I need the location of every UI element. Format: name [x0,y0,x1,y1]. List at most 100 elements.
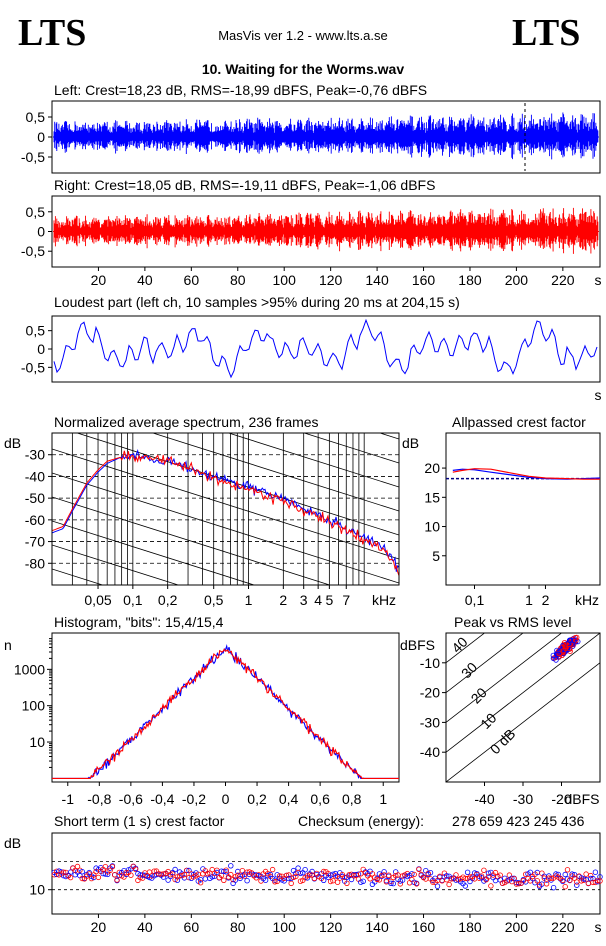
x-tick-label: 120 [319,272,343,288]
x-tick-label: -30 [513,791,533,807]
y-tick-label: 10 [29,882,45,898]
x-tick-label: 20 [91,919,107,935]
shortterm-point [478,873,485,879]
shortterm-point [202,876,208,882]
shortterm-point [183,867,190,874]
x-tick-label: 120 [319,919,343,935]
right-y-ticks: 0,5 0 -0,5 [21,204,52,259]
shortterm-point [444,873,450,879]
spectrum-slope [52,448,399,560]
x-tick-label: -0,4 [150,791,174,807]
shortterm-point [253,872,259,878]
shortterm-title: Short term (1 s) crest factor [54,813,225,829]
x-tick-label: 1 [379,791,387,807]
shortterm-point [462,875,468,882]
shortterm-x-ticks: 20 40 60 80 100 120 140 160 180 200 220 s [91,914,602,935]
panel-left-waveform: Left: Crest=18,23 dB, RMS=-18,99 dBFS, P… [21,82,601,174]
y-tick-label: 5 [432,548,440,564]
shortterm-point [297,870,304,877]
x-tick-label: 2 [279,592,287,608]
y-tick-label: -10 [420,655,440,671]
shortterm-point [95,874,102,881]
shortterm-point [79,869,85,875]
y-tick-label: 1000 [14,661,45,677]
shortterm-point [427,870,434,876]
peakrms-points [550,634,581,663]
spectrum-slope [303,433,399,464]
allpassed-ylabel: dB [402,435,419,451]
shortterm-point [109,864,116,870]
shortterm-point [149,873,155,879]
histogram-x-ticks: -1 -0,8 -0,6 -0,4 -0,2 0 0,2 0,4 0,6 0,8 1 [62,782,387,807]
peakrms-diagonal-label: 0 dB [487,726,519,758]
shortterm-point [499,880,506,886]
y-tick-label: -30 [25,447,45,463]
peakrms-ylabel: dBFS [400,637,435,653]
x-tick-label: 0,2 [247,791,267,807]
allpassed-line-left [452,468,601,480]
peakrms-point [571,637,577,644]
shortterm-point [114,877,120,883]
shortterm-point [488,883,494,889]
histogram-line-left [52,643,399,780]
shortterm-point [232,877,239,883]
y-tick-label: -0,5 [21,359,45,375]
panel-loudest-part: Loudest part (left ch, 10 samples >95% d… [21,294,602,403]
shortterm-point [453,872,459,878]
shortterm-point [534,878,540,884]
y-tick-label: -40 [25,468,45,484]
y-tick-label: 10 [29,734,45,750]
shortterm-point [223,869,229,875]
shortterm-point [497,872,503,878]
shortterm-point [564,867,571,873]
shortterm-point [204,871,211,877]
x-tick-label: 1 [245,592,253,608]
spectrum-series [52,448,399,576]
panel-allpassed-crest: Allpassed crest factor dB 20 15 10 5 0,1 1 2 k… [402,414,601,608]
waveform-path [53,207,599,254]
shortterm-point [309,868,315,875]
histogram-series [52,643,399,780]
shortterm-point [562,884,568,890]
peakrms-y-ticks: -10 -20 -30 -40 [420,655,446,760]
peakrms-title: Peak vs RMS level [454,614,571,630]
shortterm-point [571,875,578,881]
shortterm-point [67,874,74,881]
shortterm-point [267,871,273,878]
x-tick-label: 0,5 [204,592,224,608]
shortterm-point [165,877,171,883]
histogram-y-ticks: 10 100 1000 [14,638,52,768]
shortterm-point [597,878,603,884]
y-tick-label: 0,5 [26,204,46,220]
shortterm-point [555,871,561,878]
shortterm-point [360,878,366,884]
x-tick-label: 100 [273,919,297,935]
peakrms-frame [445,632,601,783]
peakrms-point [566,640,572,646]
x-tick-label: 100 [273,272,297,288]
allpassed-series [446,468,601,480]
shortterm-point [467,878,473,885]
x-tick-label: 140 [365,919,389,935]
shortterm-point [581,877,587,883]
y-tick-label: -80 [25,555,45,571]
x-tick-label: -0,6 [119,791,143,807]
spectrum-slope [52,472,399,584]
peakrms-diagonal [446,633,563,723]
shortterm-point [434,883,441,889]
x-tick-label: 2 [542,592,550,608]
x-tick-label: 40 [137,272,153,288]
right-x-ticks: 20 40 60 80 100 120 140 160 180 200 220 s [91,267,602,288]
allpassed-line-right [452,468,600,480]
shortterm-point [469,875,475,881]
loudest-trace [53,318,598,379]
logo-right: LTS [512,12,580,54]
x-tick-label: 20 [91,272,107,288]
shortterm-point [358,879,364,885]
x-tick-label: 200 [505,272,529,288]
shortterm-point [453,877,459,883]
x-axis-label: dBFS [564,791,599,807]
shortterm-point [506,872,513,878]
